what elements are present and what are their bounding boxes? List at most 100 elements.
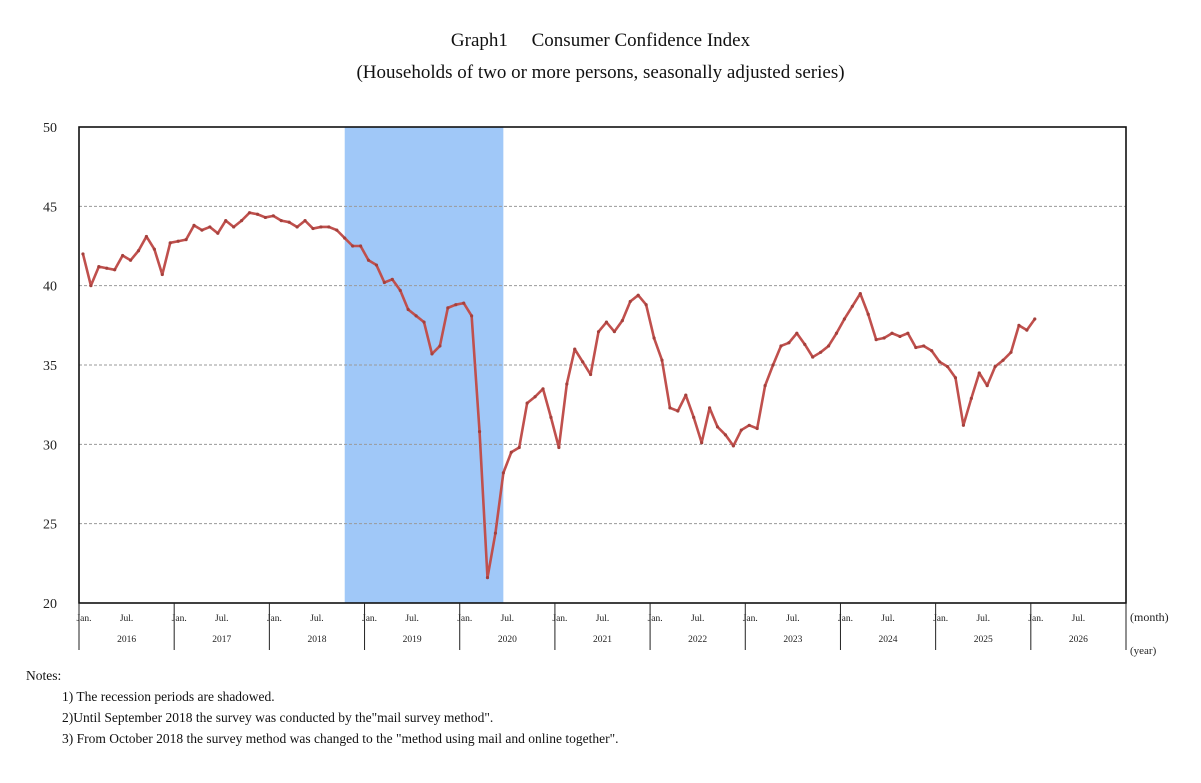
- data-point: [366, 258, 371, 262]
- x-tick-label-year: 2017: [212, 635, 231, 645]
- chart-subtitle: (Households of two or more persons, seas…: [356, 62, 845, 83]
- x-tick-label-month: Jul.: [405, 614, 418, 624]
- data-point: [604, 320, 609, 324]
- data-point: [573, 347, 577, 351]
- data-point: [208, 225, 212, 229]
- data-point: [287, 220, 291, 224]
- data-point: [1017, 323, 1021, 327]
- y-tick-label: 20: [43, 597, 57, 612]
- data-point: [668, 406, 672, 410]
- data-point: [271, 214, 275, 218]
- data-point: [517, 445, 521, 450]
- y-tick-label: 35: [43, 359, 57, 374]
- y-tick-label: 25: [43, 518, 57, 533]
- data-point: [795, 331, 799, 335]
- data-point: [953, 376, 958, 380]
- data-point: [581, 360, 585, 364]
- data-point: [707, 406, 712, 410]
- data-point: [216, 231, 220, 235]
- data-point: [747, 423, 751, 427]
- data-point: [121, 253, 125, 258]
- data-point: [398, 288, 402, 293]
- data-point: [858, 292, 862, 296]
- x-tick-label-month: Jul.: [215, 614, 228, 624]
- data-point: [684, 393, 688, 397]
- data-point: [327, 225, 331, 229]
- x-tick-label-month: Jul.: [691, 614, 704, 624]
- data-point: [303, 219, 307, 223]
- data-point: [961, 423, 965, 427]
- x-tick-label-year: 2025: [974, 635, 993, 645]
- data-point: [414, 314, 418, 318]
- data-point: [343, 236, 347, 240]
- data-point: [660, 358, 664, 362]
- x-tick-label-month: Jul.: [786, 614, 799, 624]
- x-tick-label-year: 2023: [783, 635, 802, 645]
- notes-heading: Notes:: [26, 668, 62, 683]
- data-point: [311, 226, 315, 231]
- x-tick-label-month: Jul.: [310, 614, 323, 624]
- x-tick-label-year: 2019: [403, 635, 422, 645]
- data-point: [620, 318, 624, 323]
- data-point: [470, 314, 474, 318]
- data-point: [945, 364, 950, 369]
- x-axis-month-label: (month): [1130, 610, 1169, 624]
- data-point: [803, 342, 807, 346]
- data-point: [462, 301, 466, 305]
- data-point: [192, 223, 196, 227]
- x-tick-label-year: 2022: [688, 635, 707, 645]
- x-tick-label-month: Jul.: [1072, 614, 1085, 624]
- data-point: [501, 471, 505, 475]
- note-1: 1) The recession periods are shadowed.: [62, 689, 275, 704]
- data-point: [1009, 350, 1013, 354]
- data-point: [509, 450, 513, 454]
- data-point: [232, 225, 236, 229]
- data-point: [676, 409, 680, 413]
- notes: Notes: 1) The recession periods are shad…: [26, 665, 619, 749]
- data-point: [477, 430, 482, 434]
- data-point: [152, 247, 156, 251]
- data-point: [374, 263, 379, 267]
- data-point: [993, 364, 997, 369]
- x-tick-label-year: 2026: [1069, 635, 1088, 645]
- data-point: [438, 344, 442, 348]
- data-point: [113, 268, 117, 272]
- data-point: [612, 330, 616, 334]
- data-point: [160, 272, 164, 277]
- y-tick-label: 40: [43, 280, 57, 295]
- data-point: [731, 444, 735, 448]
- note-3: 3) From October 2018 the survey method w…: [62, 731, 619, 746]
- data-point: [763, 384, 767, 388]
- x-tick-label-month: Jul.: [881, 614, 894, 624]
- data-point: [874, 338, 878, 342]
- data-point: [200, 228, 204, 232]
- y-tick-label: 45: [43, 200, 57, 215]
- data-point: [890, 331, 894, 335]
- x-tick-label-month: Jan.: [838, 614, 853, 624]
- data-point: [422, 320, 426, 324]
- chart-title: Graph1 Consumer Confidence Index: [450, 30, 751, 51]
- data-point: [319, 225, 323, 229]
- data-point: [176, 239, 180, 243]
- data-point: [898, 334, 902, 339]
- data-point: [882, 336, 886, 340]
- data-point: [819, 350, 823, 354]
- x-tick-label-year: 2021: [593, 635, 612, 645]
- data-point: [565, 382, 569, 386]
- data-point: [922, 344, 926, 348]
- data-point: [755, 426, 759, 431]
- data-point: [700, 441, 704, 445]
- data-point: [454, 303, 458, 307]
- data-point: [295, 225, 299, 229]
- x-tick-label-year: 2016: [117, 635, 136, 645]
- x-tick-label-month: Jan.: [267, 614, 282, 624]
- data-point: [596, 330, 601, 334]
- data-point: [485, 576, 490, 580]
- data-point: [97, 265, 101, 269]
- data-point: [969, 396, 973, 400]
- data-point: [430, 352, 434, 356]
- data-point: [493, 531, 498, 535]
- data-point: [930, 349, 934, 353]
